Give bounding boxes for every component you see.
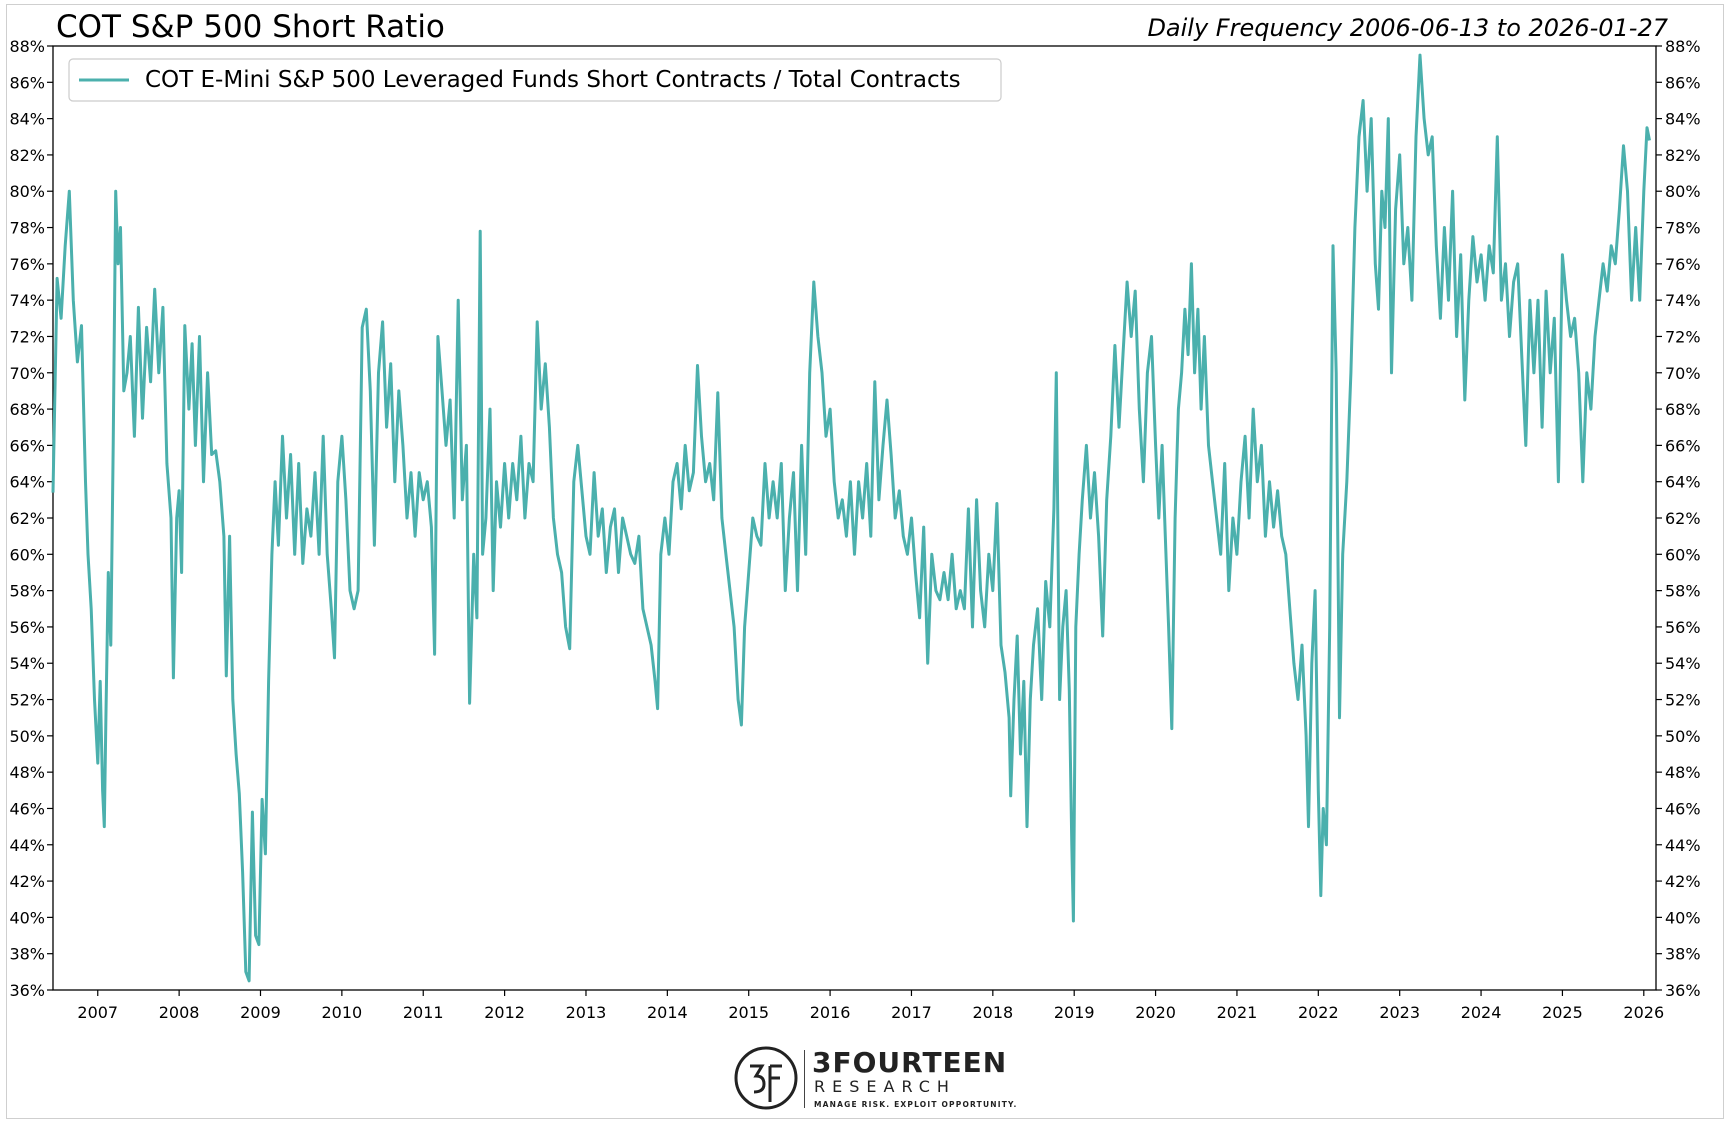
x-tick-label: 2007 <box>77 1003 118 1022</box>
x-tick-label: 2017 <box>891 1003 932 1022</box>
y-tick-label-left: 76% <box>9 255 45 274</box>
logo-tagline: MANAGE RISK. EXPLOIT OPPORTUNITY. <box>814 1100 1018 1109</box>
y-tick-label-left: 68% <box>9 400 45 419</box>
y-tick-label-right: 88% <box>1665 37 1701 56</box>
y-tick-label-left: 78% <box>9 219 45 238</box>
y-tick-label-right: 36% <box>1665 981 1701 1000</box>
logo-mark-icon <box>734 1046 798 1110</box>
x-tick-label: 2025 <box>1542 1003 1583 1022</box>
logo-name: 3FOURTEEN <box>812 1046 1008 1079</box>
y-tick-label-left: 84% <box>9 110 45 129</box>
x-tick-label: 2023 <box>1379 1003 1420 1022</box>
y-tick-label-right: 54% <box>1665 654 1701 673</box>
y-tick-label-left: 44% <box>9 836 45 855</box>
y-tick-label-right: 46% <box>1665 799 1701 818</box>
y-tick-label-right: 72% <box>1665 327 1701 346</box>
logo-divider <box>804 1050 805 1108</box>
y-tick-label-right: 64% <box>1665 473 1701 492</box>
y-tick-label-left: 86% <box>9 73 45 92</box>
x-tick-label: 2022 <box>1298 1003 1339 1022</box>
chart-frame <box>6 4 1724 1119</box>
y-tick-label-left: 40% <box>9 908 45 927</box>
x-tick-label: 2013 <box>566 1003 607 1022</box>
y-tick-label-right: 58% <box>1665 582 1701 601</box>
y-tick-label-left: 80% <box>9 182 45 201</box>
y-tick-label-right: 80% <box>1665 182 1701 201</box>
chart-subtitle: Daily Frequency 2006-06-13 to 2026-01-27 <box>1147 14 1668 42</box>
y-tick-label-left: 48% <box>9 763 45 782</box>
y-tick-label-left: 64% <box>9 473 45 492</box>
y-tick-label-left: 42% <box>9 872 45 891</box>
y-tick-label-left: 74% <box>9 291 45 310</box>
x-tick-label: 2026 <box>1623 1003 1664 1022</box>
y-tick-label-left: 66% <box>9 436 45 455</box>
y-tick-label-right: 40% <box>1665 908 1701 927</box>
y-tick-label-right: 56% <box>1665 618 1701 637</box>
x-tick-label: 2011 <box>403 1003 444 1022</box>
y-tick-label-right: 66% <box>1665 436 1701 455</box>
y-tick-label-right: 68% <box>1665 400 1701 419</box>
x-tick-label: 2020 <box>1135 1003 1176 1022</box>
series-line <box>51 53 1651 983</box>
y-tick-label-right: 82% <box>1665 146 1701 165</box>
y-tick-label-right: 62% <box>1665 509 1701 528</box>
y-tick-label-right: 74% <box>1665 291 1701 310</box>
y-tick-label-left: 46% <box>9 799 45 818</box>
x-tick-label: 2009 <box>240 1003 281 1022</box>
y-tick-label-left: 50% <box>9 727 45 746</box>
y-tick-label-left: 52% <box>9 691 45 710</box>
y-tick-label-left: 62% <box>9 509 45 528</box>
x-tick-label: 2010 <box>322 1003 363 1022</box>
y-tick-label-right: 38% <box>1665 945 1701 964</box>
logo-subname: RESEARCH <box>814 1077 956 1096</box>
x-tick-label: 2015 <box>728 1003 769 1022</box>
x-tick-label: 2012 <box>484 1003 525 1022</box>
y-tick-label-right: 48% <box>1665 763 1701 782</box>
y-tick-label-right: 60% <box>1665 545 1701 564</box>
x-tick-label: 2024 <box>1461 1003 1502 1022</box>
legend-label: COT E-Mini S&P 500 Leveraged Funds Short… <box>145 67 961 93</box>
x-tick-label: 2018 <box>972 1003 1013 1022</box>
y-tick-label-left: 58% <box>9 582 45 601</box>
y-tick-label-right: 70% <box>1665 364 1701 383</box>
y-tick-label-right: 76% <box>1665 255 1701 274</box>
y-tick-label-right: 44% <box>1665 836 1701 855</box>
x-tick-label: 2016 <box>810 1003 851 1022</box>
x-tick-label: 2019 <box>1054 1003 1095 1022</box>
x-tick-label: 2021 <box>1217 1003 1258 1022</box>
y-tick-label-right: 78% <box>1665 219 1701 238</box>
y-tick-label-left: 60% <box>9 545 45 564</box>
brand-logo: 3FOURTEEN RESEARCH MANAGE RISK. EXPLOIT … <box>732 1044 1016 1112</box>
y-tick-label-right: 50% <box>1665 727 1701 746</box>
y-tick-label-left: 36% <box>9 981 45 1000</box>
chart-title: COT S&P 500 Short Ratio <box>56 9 445 45</box>
y-tick-label-left: 56% <box>9 618 45 637</box>
legend-box <box>68 58 1002 102</box>
y-tick-label-right: 52% <box>1665 691 1701 710</box>
y-tick-label-left: 54% <box>9 654 45 673</box>
y-tick-label-left: 82% <box>9 146 45 165</box>
y-tick-label-right: 86% <box>1665 73 1701 92</box>
y-tick-label-left: 72% <box>9 327 45 346</box>
x-tick-label: 2014 <box>647 1003 688 1022</box>
x-tick-label: 2008 <box>159 1003 200 1022</box>
y-tick-label-left: 38% <box>9 945 45 964</box>
y-tick-label-left: 70% <box>9 364 45 383</box>
y-tick-label-right: 84% <box>1665 110 1701 129</box>
y-tick-label-left: 88% <box>9 37 45 56</box>
y-tick-label-right: 42% <box>1665 872 1701 891</box>
